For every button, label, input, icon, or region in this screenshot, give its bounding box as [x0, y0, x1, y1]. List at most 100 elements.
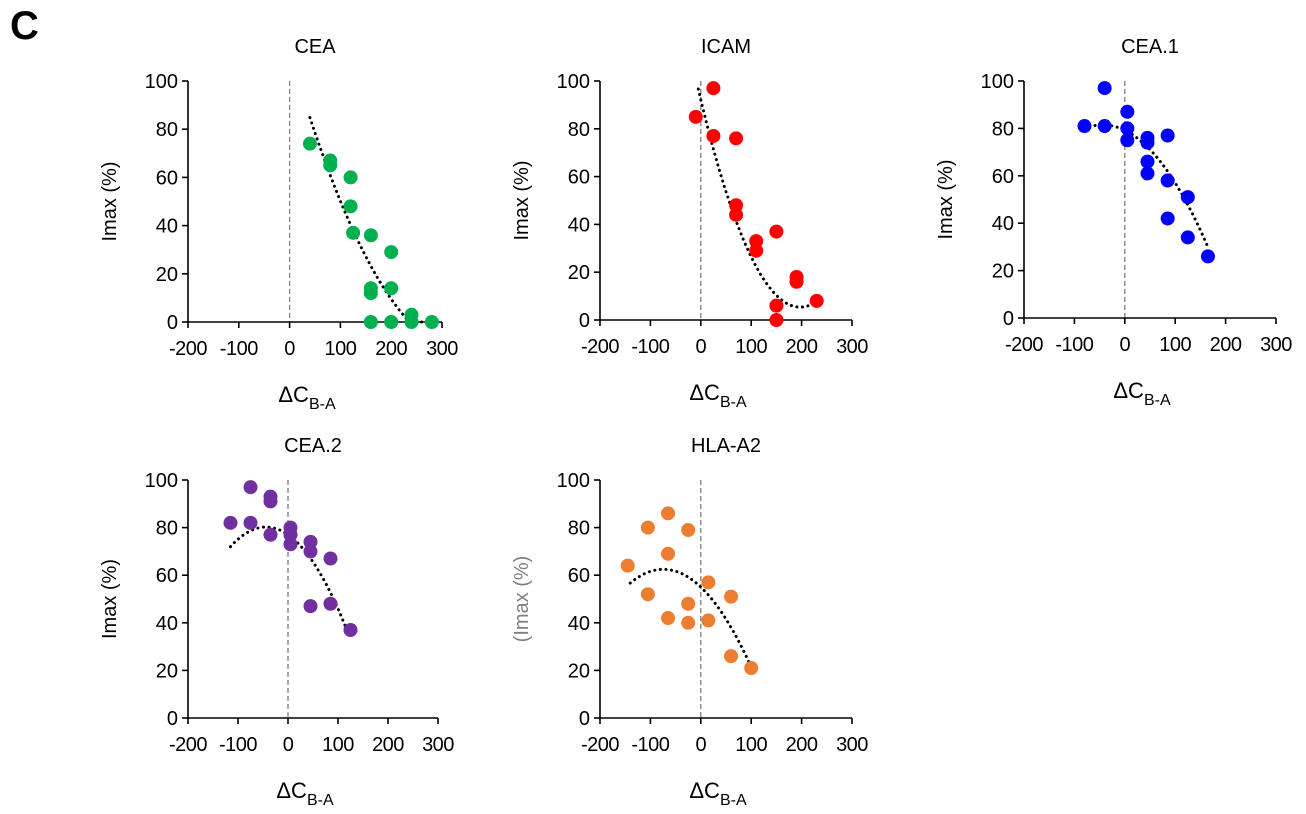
data-point — [749, 243, 764, 258]
data-point — [1140, 166, 1155, 181]
data-point — [263, 527, 278, 542]
data-point — [620, 558, 635, 573]
x-tick-label: 0 — [1119, 334, 1130, 356]
y-tick-label: 40 — [156, 613, 178, 635]
data-point — [661, 611, 676, 626]
x-tick-label: -200 — [169, 338, 207, 360]
data-point — [661, 506, 676, 521]
x-axis-label-main: ΔC — [278, 382, 309, 407]
y-tick-label: 0 — [167, 312, 178, 334]
data-point — [661, 546, 676, 561]
x-axis-label-main: ΔC — [276, 778, 307, 803]
x-tick-label: -100 — [219, 734, 257, 756]
trend-line — [628, 567, 753, 669]
y-tick-label: 0 — [1003, 308, 1014, 330]
data-point — [303, 599, 318, 614]
x-tick-label: 0 — [695, 734, 706, 756]
data-point — [769, 298, 784, 313]
data-point — [706, 128, 721, 143]
y-tick-label: 0 — [579, 310, 590, 332]
y-tick-label: 60 — [156, 565, 178, 587]
data-point — [724, 589, 739, 604]
y-tick-label: 40 — [992, 213, 1014, 235]
x-axis-label: ΔCB-A — [278, 382, 336, 413]
x-axis-label-subscript: B-A — [1144, 392, 1171, 409]
data-point — [323, 158, 338, 173]
x-tick-label: -100 — [631, 734, 669, 756]
data-point — [1097, 81, 1112, 96]
y-tick-label: 80 — [568, 518, 590, 540]
data-point — [343, 622, 358, 637]
x-tick-label: 300 — [836, 336, 868, 358]
x-axis-label: ΔCB-A — [1113, 378, 1171, 409]
y-tick-label: 100 — [145, 470, 178, 492]
data-point — [1160, 173, 1175, 188]
data-point — [744, 661, 759, 676]
y-tick-label: 60 — [156, 167, 178, 189]
y-axis-label: Imax (%) — [935, 160, 957, 240]
x-axis-label: ΔCB-A — [276, 778, 334, 809]
data-point — [424, 315, 439, 329]
x-tick-label: -100 — [220, 338, 258, 360]
data-point — [809, 293, 824, 308]
x-axis-label-subscript: B-A — [720, 792, 747, 809]
data-point — [323, 551, 338, 566]
y-tick-label: 100 — [557, 71, 590, 93]
data-point — [729, 131, 744, 146]
y-tick-label: 20 — [992, 261, 1014, 283]
data-point — [1120, 133, 1135, 148]
data-point — [769, 224, 784, 239]
chart-4: HLA-A2 0 20 40 60 80 100 -200 -100 0 100 200 300 (Ima… — [511, 435, 869, 809]
y-tick-label: 100 — [557, 470, 590, 492]
data-point — [1140, 135, 1155, 150]
y-tick-label: 100 — [145, 71, 178, 93]
data-point — [404, 315, 419, 329]
data-point — [283, 537, 298, 552]
chart-title: CEA — [294, 36, 336, 58]
data-point — [681, 615, 696, 630]
x-tick-label: -200 — [169, 734, 207, 756]
x-tick-label: 200 — [786, 336, 818, 358]
x-axis-label-subscript: B-A — [720, 394, 747, 411]
y-tick-label: 60 — [992, 166, 1014, 188]
data-point — [640, 587, 655, 602]
x-axis-label: ΔCB-A — [689, 778, 747, 809]
x-axis-label-subscript: B-A — [307, 792, 334, 809]
data-point — [346, 225, 361, 240]
x-axis-label-main: ΔC — [689, 380, 720, 405]
x-tick-label: -200 — [581, 336, 619, 358]
data-point — [243, 480, 258, 495]
x-tick-label: -100 — [631, 336, 669, 358]
y-tick-label: 40 — [568, 214, 590, 236]
data-point — [706, 81, 721, 96]
y-axis-label: (Imax (%) — [511, 556, 533, 643]
data-point — [1077, 119, 1092, 134]
y-axis-label: Imax (%) — [99, 162, 121, 242]
y-tick-label: 60 — [568, 167, 590, 189]
y-tick-label: 100 — [981, 71, 1014, 93]
y-tick-label: 20 — [156, 660, 178, 682]
data-point — [363, 315, 378, 329]
y-tick-label: 40 — [568, 613, 590, 635]
chart-title: ICAM — [701, 36, 751, 58]
x-tick-label: -200 — [581, 734, 619, 756]
data-point — [769, 313, 784, 327]
y-tick-label: 20 — [156, 264, 178, 286]
y-tick-label: 80 — [156, 518, 178, 540]
x-tick-label: 300 — [836, 734, 868, 756]
chart-title: CEA.2 — [284, 435, 342, 457]
data-point — [701, 613, 716, 628]
data-point — [724, 649, 739, 664]
y-tick-label: 0 — [167, 708, 178, 730]
y-axis-label: Imax (%) — [99, 559, 121, 639]
data-point — [243, 515, 258, 530]
x-tick-label: 200 — [1210, 334, 1242, 356]
chart-3: CEA.2 0 20 40 60 80 100 -200 -100 0 100 200 300 Imax … — [99, 435, 455, 809]
x-tick-label: 0 — [695, 336, 706, 358]
x-tick-label: -100 — [1055, 334, 1093, 356]
data-point — [303, 544, 318, 559]
x-tick-label: 200 — [786, 734, 818, 756]
data-point — [384, 315, 399, 329]
y-tick-label: 20 — [568, 660, 590, 682]
